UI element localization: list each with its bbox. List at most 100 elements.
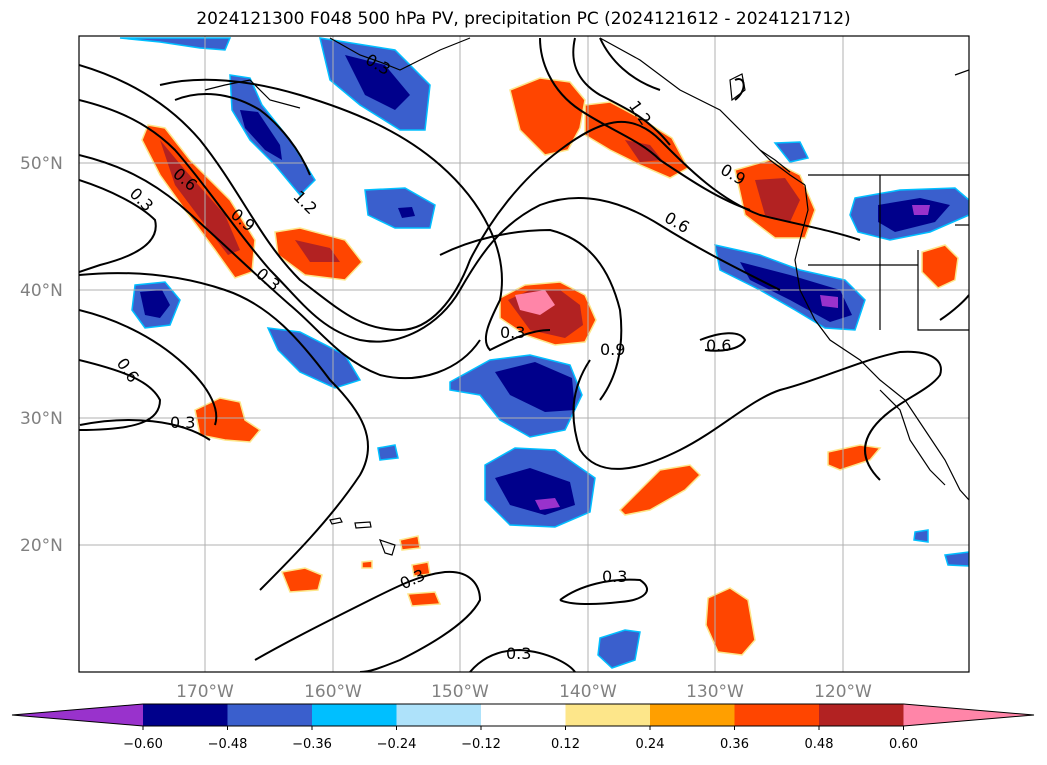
colorbar-tick-label: 0.12: [551, 737, 580, 752]
contour-label: 0.3: [500, 323, 525, 342]
precip-blob: [119, 37, 232, 51]
precip-blob: [399, 535, 421, 551]
precip-blob: [705, 587, 756, 656]
lat-label: 50°N: [20, 154, 63, 174]
precip-blob: [280, 567, 323, 593]
coastline-us-west: [794, 184, 969, 501]
coastline-vancouver-isl: [759, 149, 791, 173]
precip-blob: [740, 262, 852, 322]
precip-blob: [140, 290, 170, 318]
precip-blob: [921, 244, 959, 289]
precip-blob: [160, 140, 240, 255]
lon-label: 120°W: [814, 682, 872, 702]
precip-blob: [597, 629, 641, 669]
colorbar-swatch: [565, 704, 651, 726]
lat-label: 40°N: [20, 281, 63, 301]
colorbar-tick-label: 0.60: [889, 737, 918, 752]
colorbar-tick-label: −0.24: [377, 737, 417, 752]
pv-contour: [159, 78, 551, 352]
coastline-alaska: [329, 37, 471, 71]
colorbar-tick-label: −0.36: [292, 737, 332, 752]
precip-blob: [361, 560, 373, 569]
coastline-hawaii-2: [354, 521, 372, 529]
colorbar-swatch: [734, 704, 820, 726]
precip-blob: [944, 551, 969, 567]
contour-label: 0.3: [506, 644, 531, 663]
colorbar-extend-right: [903, 704, 1034, 726]
pv-contours: [79, 37, 969, 672]
precip-blob: [398, 207, 415, 218]
pv-contour: [572, 350, 942, 481]
lat-label: 20°N: [20, 536, 63, 556]
pv-contour: [734, 78, 745, 101]
coastline-small-2: [954, 69, 969, 76]
coastline-hawaii-1: [329, 517, 343, 525]
precip-blob: [377, 444, 399, 461]
map-title: 2024121300 F048 500 hPa PV, precipitatio…: [196, 9, 851, 29]
longitude-labels: 170°W 160°W 150°W 140°W 130°W 120°W: [176, 682, 872, 702]
lon-label: 130°W: [686, 682, 744, 702]
pv-contour: [469, 648, 576, 672]
pv-contour: [79, 99, 781, 343]
colorbar-swatch: [312, 704, 397, 726]
colorbar-swatch: [481, 704, 566, 726]
colorbar-swatch: [650, 704, 735, 726]
precip-blob: [912, 205, 930, 215]
precip-blob: [495, 362, 575, 412]
lon-label: 150°W: [431, 682, 489, 702]
lon-label: 170°W: [176, 682, 234, 702]
precip-blob: [618, 464, 702, 516]
contour-label: 0.3: [170, 413, 195, 432]
precip-blob: [820, 295, 838, 308]
gridlines: [79, 36, 969, 672]
precip-blob: [535, 498, 560, 510]
pv-contour: [79, 359, 162, 431]
contour-label: 0.9: [600, 340, 625, 359]
colorbar-tick-label: 0.24: [636, 737, 665, 752]
coastline-small-1: [729, 73, 746, 102]
colorbar-tick-label: −0.48: [208, 737, 248, 752]
colorbar-tick-label: −0.60: [123, 737, 163, 752]
colorbar: −0.60 −0.48 −0.36 −0.24 −0.12 0.12 0.24 0.36 0.4…: [11, 703, 1035, 752]
precip-blob: [913, 529, 929, 543]
pv-contour: [699, 332, 747, 352]
coastline-hawaii-3: [378, 539, 396, 556]
precip-blob: [515, 290, 555, 315]
colorbar-tick-label: 0.36: [720, 737, 749, 752]
coastline-baja: [879, 389, 946, 486]
plot-frame: [78, 35, 970, 673]
pv-contour: [939, 294, 969, 321]
pv-contour: [599, 37, 661, 91]
precip-blob: [345, 55, 410, 110]
lat-label: 30°N: [20, 409, 63, 429]
colorbar-tick-label: −0.12: [461, 737, 501, 752]
precip-blob: [406, 591, 442, 607]
contour-label: 0.6: [706, 336, 731, 355]
precip-blob: [194, 397, 262, 443]
pv-contour: [79, 272, 370, 591]
pv-contour: [572, 37, 671, 146]
colorbar-swatch: [143, 704, 228, 726]
precip-blob: [755, 178, 800, 222]
border-state-2: [917, 250, 969, 331]
pv-contour: [254, 570, 482, 672]
pv-contour: [559, 578, 648, 606]
pv-contour: [79, 64, 861, 332]
pv-contour: [79, 419, 211, 441]
pv-contour: [79, 309, 218, 426]
coastline-canada: [599, 37, 806, 186]
pv-contour: [439, 228, 623, 401]
colorbar-swatch: [227, 704, 313, 726]
pv-contour: [79, 154, 481, 380]
colorbar-swatch: [396, 704, 482, 726]
latitude-labels: 50°N 40°N 30°N 20°N: [20, 154, 63, 556]
colorbar-swatch: [819, 704, 904, 726]
precip-blob: [827, 444, 882, 471]
pv-contour: [79, 179, 157, 273]
coastlines: [204, 37, 969, 556]
lon-label: 140°W: [559, 682, 617, 702]
plot-area: [79, 36, 969, 672]
precip-blob: [509, 77, 586, 156]
precip-blob: [295, 240, 340, 262]
